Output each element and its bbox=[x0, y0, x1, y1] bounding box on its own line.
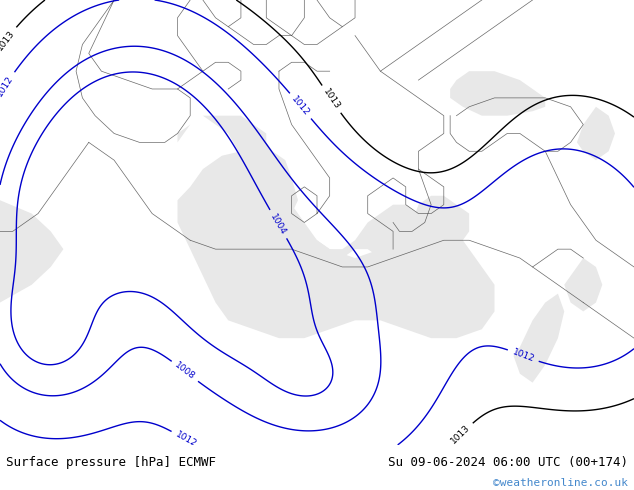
Polygon shape bbox=[577, 107, 615, 160]
Text: 1012: 1012 bbox=[511, 347, 536, 364]
Text: 1012: 1012 bbox=[174, 430, 198, 449]
Text: 1012: 1012 bbox=[290, 94, 311, 118]
Polygon shape bbox=[412, 196, 469, 258]
Polygon shape bbox=[0, 0, 63, 445]
Polygon shape bbox=[564, 258, 602, 312]
Text: 1008: 1008 bbox=[173, 361, 197, 382]
Polygon shape bbox=[514, 294, 564, 383]
Text: 1013: 1013 bbox=[321, 87, 342, 111]
Polygon shape bbox=[450, 71, 545, 116]
Polygon shape bbox=[203, 160, 444, 285]
Text: 1013: 1013 bbox=[0, 28, 16, 52]
Text: Su 09-06-2024 06:00 UTC (00+174): Su 09-06-2024 06:00 UTC (00+174) bbox=[387, 456, 628, 468]
Text: 1012: 1012 bbox=[0, 74, 15, 98]
Text: 1004: 1004 bbox=[269, 212, 288, 236]
Text: ©weatheronline.co.uk: ©weatheronline.co.uk bbox=[493, 478, 628, 488]
Text: 1013: 1013 bbox=[450, 423, 472, 446]
Text: Surface pressure [hPa] ECMWF: Surface pressure [hPa] ECMWF bbox=[6, 456, 216, 468]
Polygon shape bbox=[178, 151, 495, 338]
Polygon shape bbox=[178, 116, 298, 222]
